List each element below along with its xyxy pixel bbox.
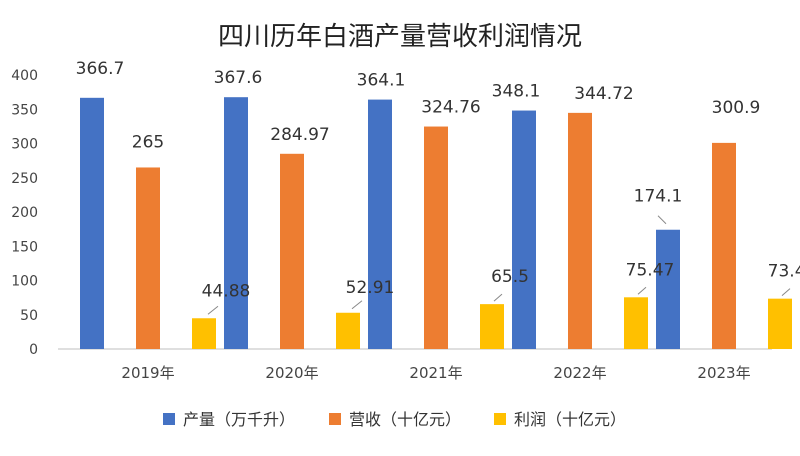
x-tick-label: 2023年 [697, 364, 750, 382]
data-label: 174.1 [634, 187, 683, 207]
x-tick-label: 2021年 [409, 364, 462, 382]
data-label: 348.1 [492, 82, 541, 102]
x-tick-label: 2020年 [265, 364, 318, 382]
data-label: 364.1 [357, 71, 406, 91]
data-label: 44.88 [202, 281, 251, 301]
y-tick-label: 50 [20, 308, 38, 324]
data-label: 284.97 [270, 125, 329, 145]
bar [624, 297, 648, 349]
data-label: 366.7 [76, 59, 125, 79]
data-label: 52.91 [346, 278, 395, 298]
bar [192, 318, 216, 349]
bar [224, 97, 248, 349]
x-tick-label: 2019年 [121, 364, 174, 382]
y-tick-label: 100 [11, 274, 38, 290]
bars-group [80, 97, 792, 350]
bar [136, 167, 160, 349]
data-label: 65.5 [491, 267, 529, 287]
label-leader-line [351, 300, 363, 310]
data-label: 75.47 [626, 260, 675, 280]
bar [280, 153, 304, 349]
chart-title: 四川历年白酒产量营收利润情况 [218, 22, 582, 52]
y-tick-label: 150 [11, 239, 38, 255]
x-axis: 2019年 2020年 2021年 2022年 2023年 [121, 364, 750, 382]
y-axis: 0 50 100 150 200 250 300 350 400 [11, 68, 38, 358]
bar [80, 97, 104, 349]
legend-swatch [329, 413, 341, 425]
legend-swatch [494, 413, 506, 425]
y-tick-label: 200 [11, 205, 38, 221]
bar [368, 99, 392, 350]
y-tick-label: 350 [11, 102, 38, 118]
legend-label: 营收（十亿元） [349, 410, 461, 429]
label-leader-line [493, 293, 503, 302]
bar [712, 142, 736, 349]
data-label: 73.49 [768, 262, 800, 282]
y-tick-label: 0 [29, 342, 38, 358]
legend-swatch [163, 413, 175, 425]
bar [480, 304, 504, 349]
label-leader-line [657, 215, 667, 225]
legend: 产量（万千升） 营收（十亿元） 利润（十亿元） [163, 410, 626, 429]
label-leader-line [637, 286, 647, 295]
y-tick-label: 400 [11, 68, 38, 84]
legend-label: 产量（万千升） [183, 410, 295, 429]
legend-label: 利润（十亿元） [514, 410, 626, 429]
bar [424, 126, 448, 349]
bar [512, 110, 536, 349]
bar [568, 112, 592, 350]
y-tick-label: 250 [11, 171, 38, 187]
label-leader-line [207, 305, 219, 315]
data-label: 324.76 [421, 98, 480, 118]
data-label: 344.72 [574, 84, 633, 104]
data-label: 300.9 [712, 98, 761, 118]
data-labels-group: 366.7 367.6 364.1 348.1 174.1 265 284.97 324.76… [76, 59, 800, 315]
bar [336, 312, 360, 349]
bar [768, 298, 792, 349]
bar [656, 229, 680, 349]
y-tick-label: 300 [11, 137, 38, 153]
x-tick-label: 2022年 [553, 364, 606, 382]
data-label: 265 [132, 132, 164, 152]
label-leader-line [781, 288, 791, 297]
data-label: 367.6 [214, 68, 263, 88]
